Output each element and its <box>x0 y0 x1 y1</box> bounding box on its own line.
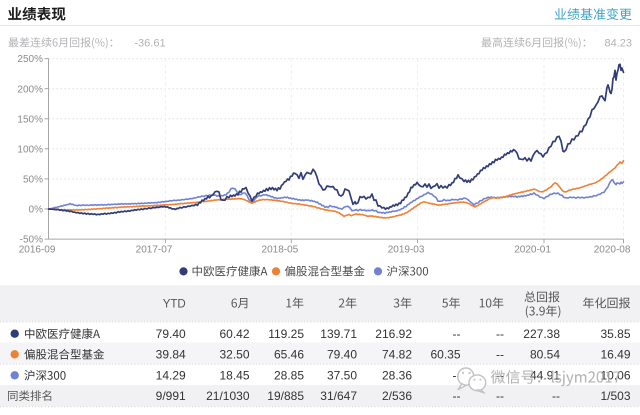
svg-text:--: -- <box>453 369 461 383</box>
svg-text:2/536: 2/536 <box>382 389 412 403</box>
svg-text:2016-09: 2016-09 <box>19 245 56 256</box>
svg-text:50%: 50% <box>23 175 43 186</box>
svg-text:18.45: 18.45 <box>219 369 249 383</box>
svg-text:2020-01: 2020-01 <box>514 245 551 256</box>
svg-text:--: -- <box>552 389 560 403</box>
svg-text:--: -- <box>453 327 461 341</box>
svg-text:--: -- <box>496 389 504 403</box>
svg-text:32.50: 32.50 <box>219 348 249 362</box>
svg-text:216.92: 216.92 <box>375 327 412 341</box>
svg-text:139.71: 139.71 <box>320 327 357 341</box>
svg-text:2020-08: 2020-08 <box>594 245 631 256</box>
svg-text:21/1030: 21/1030 <box>206 389 250 403</box>
svg-text:10.06: 10.06 <box>600 369 630 383</box>
svg-text:--: -- <box>453 389 461 403</box>
svg-text:-36.61: -36.61 <box>134 37 165 49</box>
svg-text:227.38: 227.38 <box>523 327 560 341</box>
svg-text:16.49: 16.49 <box>600 348 630 362</box>
svg-text:14.29: 14.29 <box>156 369 186 383</box>
svg-text:150%: 150% <box>17 114 43 125</box>
svg-text:60.35: 60.35 <box>430 348 460 362</box>
svg-text:9/991: 9/991 <box>156 389 186 403</box>
svg-text:65.46: 65.46 <box>274 348 304 362</box>
svg-text:250%: 250% <box>17 54 43 65</box>
svg-text:--: -- <box>496 327 504 341</box>
svg-text:2018-05: 2018-05 <box>262 245 299 256</box>
svg-text:79.40: 79.40 <box>327 348 357 362</box>
svg-text:44.91: 44.91 <box>530 369 560 383</box>
svg-text:37.50: 37.50 <box>327 369 357 383</box>
svg-text:2019-03: 2019-03 <box>388 245 425 256</box>
svg-text:60.42: 60.42 <box>219 327 249 341</box>
svg-text:84.23: 84.23 <box>605 37 633 49</box>
svg-text:79.40: 79.40 <box>156 327 186 341</box>
svg-text:80.54: 80.54 <box>530 348 560 362</box>
svg-text:YTD: YTD <box>163 298 186 310</box>
svg-text:28.85: 28.85 <box>274 369 304 383</box>
svg-text:39.84: 39.84 <box>156 348 186 362</box>
svg-text:200%: 200% <box>17 84 43 95</box>
svg-text:1/503: 1/503 <box>600 389 630 403</box>
svg-text:2017-07: 2017-07 <box>136 245 173 256</box>
svg-text:74.82: 74.82 <box>382 348 412 362</box>
svg-text:-50%: -50% <box>20 235 43 246</box>
svg-text:19/885: 19/885 <box>267 389 304 403</box>
svg-text:119.25: 119.25 <box>268 327 304 341</box>
svg-text:100%: 100% <box>17 144 43 155</box>
svg-text:28.36: 28.36 <box>382 369 412 383</box>
svg-text:31/647: 31/647 <box>320 389 357 403</box>
svg-text:35.85: 35.85 <box>600 327 630 341</box>
svg-text:0%: 0% <box>29 205 44 216</box>
svg-text:--: -- <box>496 348 504 362</box>
